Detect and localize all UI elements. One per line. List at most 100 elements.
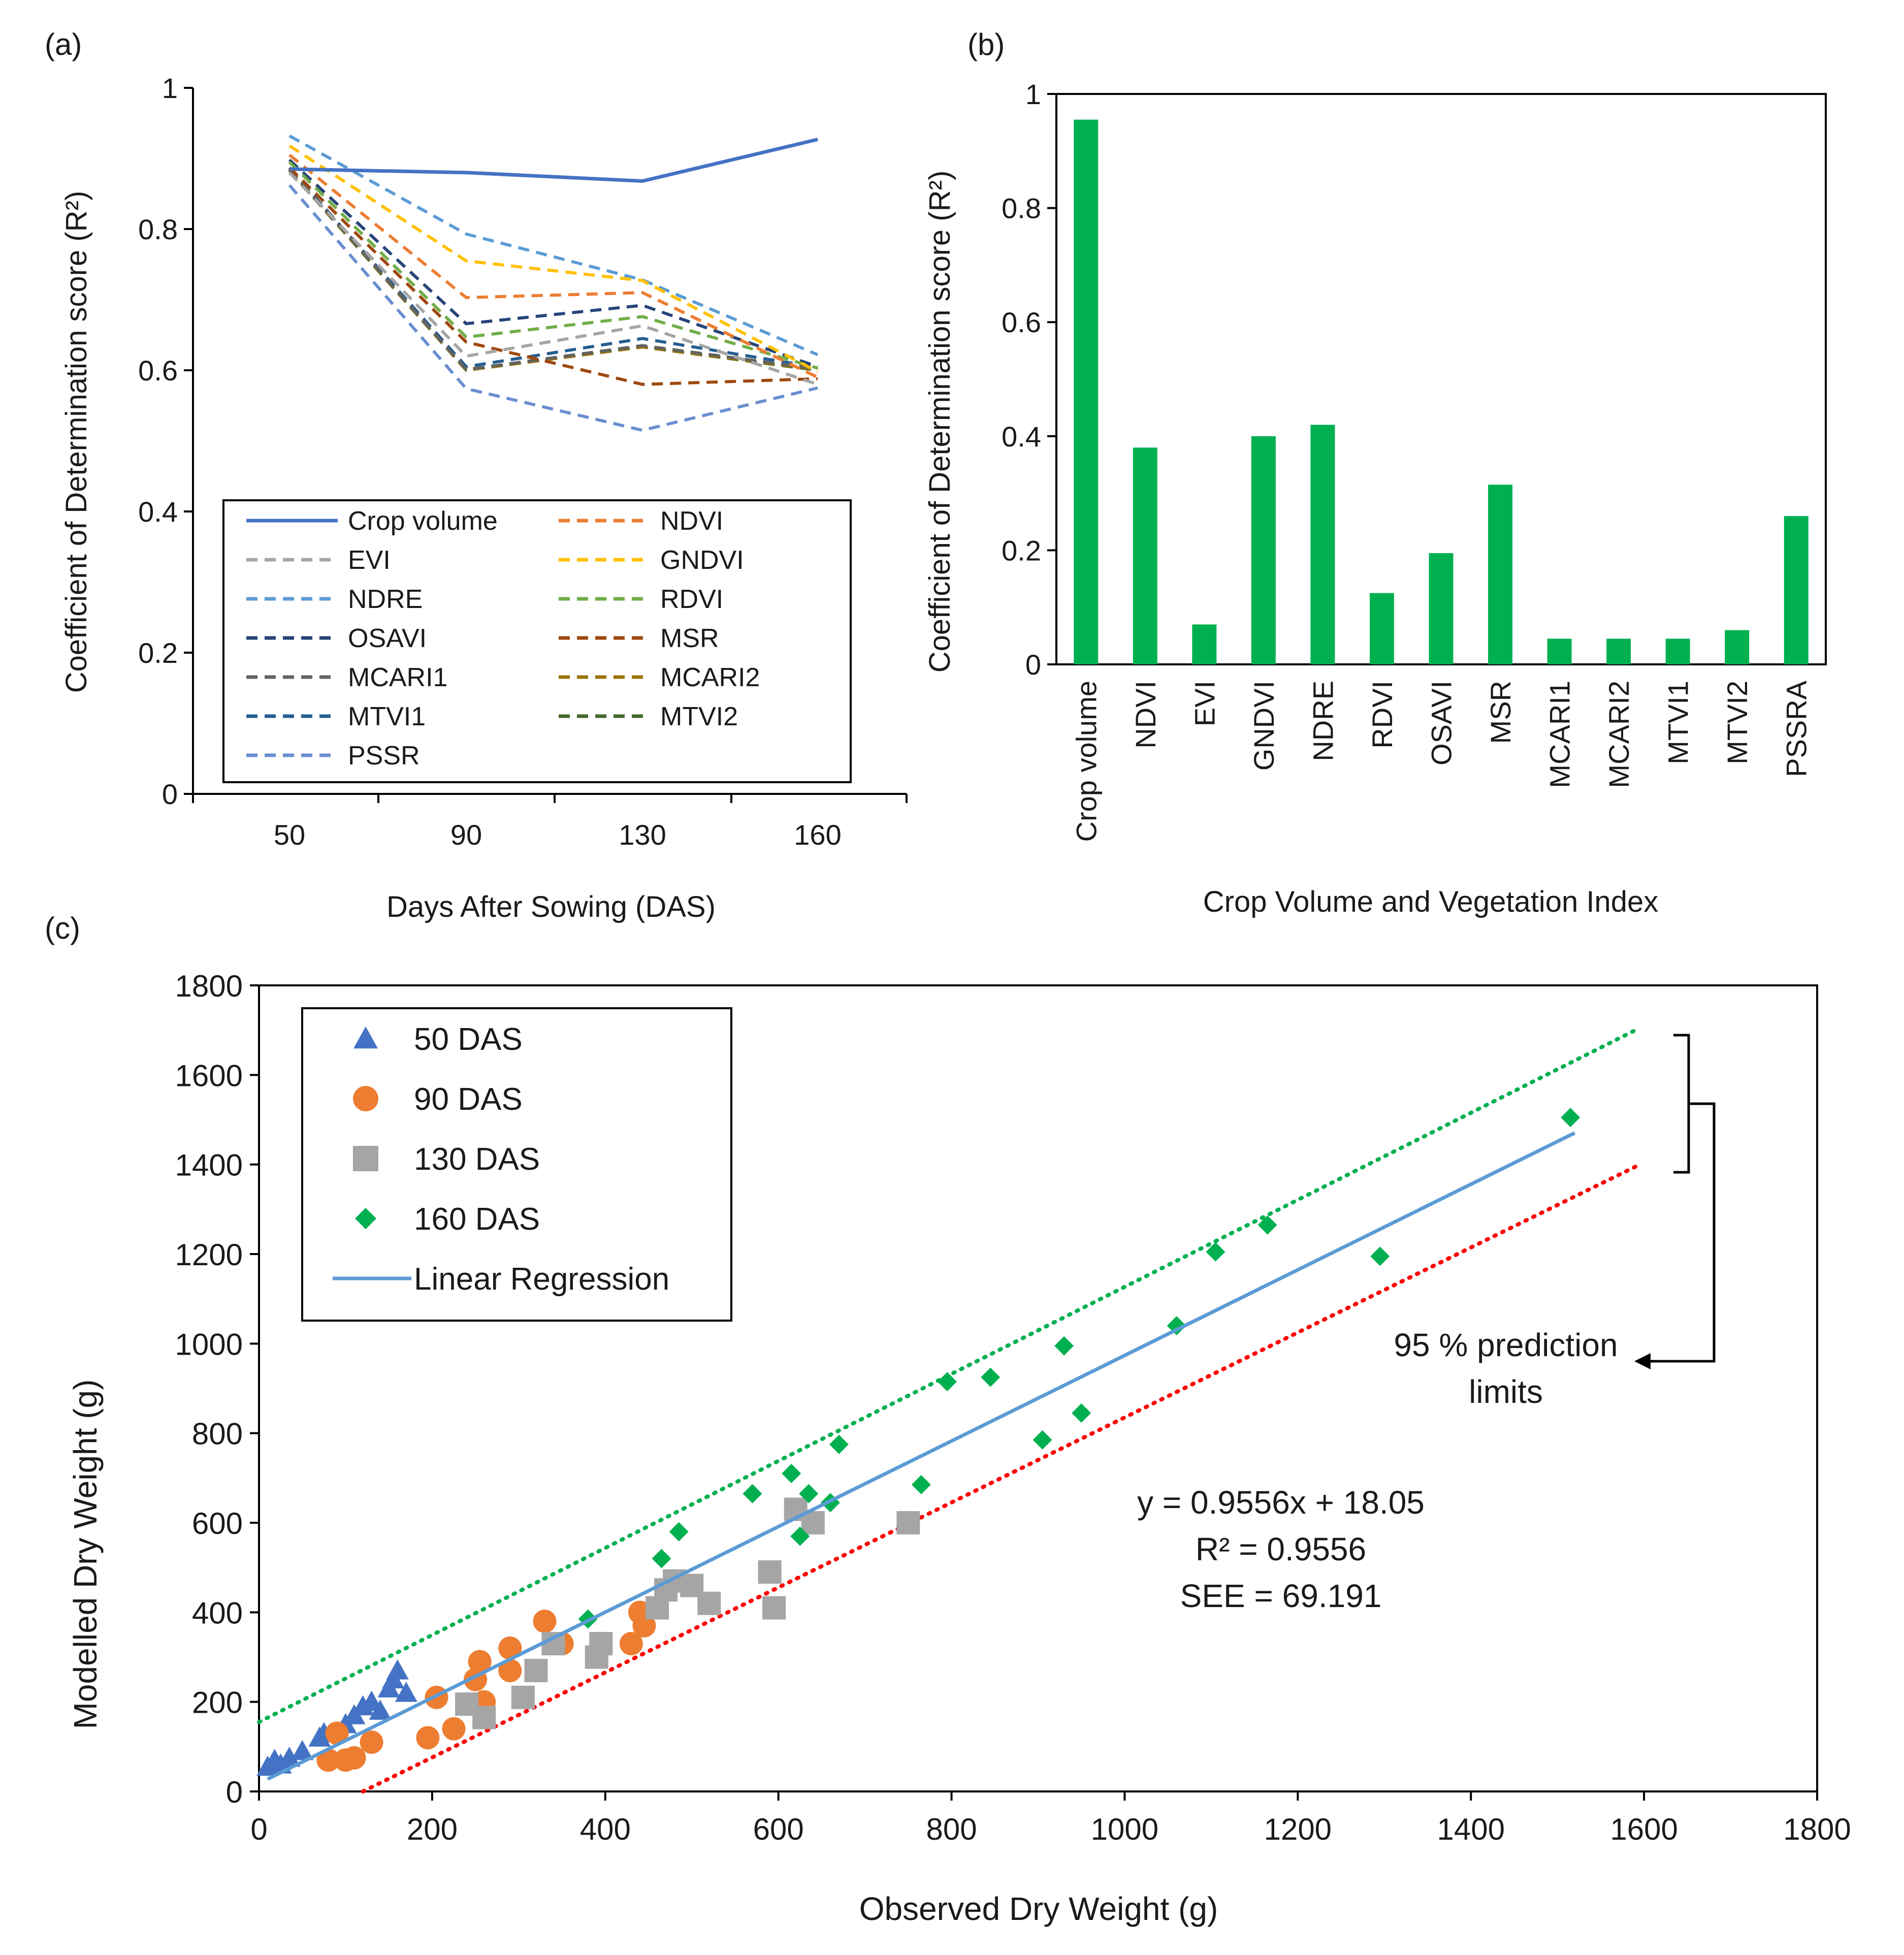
regression-equation: y = 0.9556x + 18.05 <box>1137 1484 1425 1521</box>
panel-c-y-axis-title: Modelled Dry Weight (g) <box>67 1380 104 1729</box>
legend-marker-50-das <box>353 1027 378 1049</box>
panel-c-x-tick-label: 1600 <box>1610 1812 1677 1846</box>
legend-label-msr: MSR <box>660 624 719 653</box>
point-130-das <box>589 1632 613 1656</box>
panel-c-y-tick-label: 400 <box>192 1596 243 1630</box>
panel-c-y-tick-label: 1200 <box>175 1238 243 1272</box>
category-label-pssra: PSSRA <box>1781 680 1813 777</box>
bar-pssra <box>1784 516 1809 664</box>
panel-b-y-tick-label: 0 <box>1025 649 1041 681</box>
category-label-msr: MSR <box>1485 681 1516 744</box>
point-50-das <box>369 1700 392 1720</box>
legend-label-ndre: NDRE <box>348 585 423 614</box>
point-160-das <box>829 1434 849 1454</box>
point-50-das <box>291 1740 314 1760</box>
series-line-msr <box>288 166 818 386</box>
series-line-crop-volume <box>289 138 818 183</box>
point-90-das <box>360 1730 383 1754</box>
bar-crop-volume <box>1074 119 1099 664</box>
legend-label-130-das: 130 DAS <box>414 1142 540 1177</box>
panel-b-bars <box>1074 119 1809 664</box>
point-90-das <box>316 1748 340 1772</box>
point-90-das <box>325 1721 349 1745</box>
panel-b-category-labels: Crop volume NDVI EVI GNDVI NDRE RDVI OSAVI MSR M… <box>1070 680 1812 842</box>
bar-mcari1 <box>1547 638 1572 664</box>
panel-b-y-axis-title: Coefficient of Determination score (R²) <box>923 171 956 673</box>
point-50-das <box>278 1746 301 1767</box>
point-160-das <box>1370 1246 1390 1266</box>
point-90-das <box>632 1614 656 1638</box>
point-50-das <box>386 1659 409 1680</box>
panel-a-legend <box>222 499 852 783</box>
legend-label-evi: EVI <box>348 546 391 575</box>
panel-c-regression <box>267 1131 1576 1781</box>
panel-a-y-tick-label: 0.6 <box>138 355 178 387</box>
point-160-das <box>782 1464 801 1484</box>
legend-label-pssr: PSSR <box>348 741 420 771</box>
category-label-mcari2: MCARI2 <box>1603 681 1635 788</box>
legend-marker-90-das <box>353 1086 378 1111</box>
panel-c-label: (c) <box>45 911 80 945</box>
bar-mtvi1 <box>1665 638 1690 664</box>
panel-a-y-tick-label: 1 <box>162 72 178 104</box>
panel-c-y-tick-label: 600 <box>192 1507 243 1541</box>
point-160-das <box>1032 1430 1052 1450</box>
legend-label-mtvi2: MTVI2 <box>660 702 738 731</box>
category-label-mcari1: MCARI1 <box>1544 681 1576 788</box>
series-line-ndvi <box>288 153 819 379</box>
panel-a-y-tick-label: 0 <box>162 778 178 810</box>
panel-c-y-tick-label: 1400 <box>175 1148 243 1182</box>
category-label-mtvi2: MTVI2 <box>1721 681 1753 764</box>
point-130-das <box>896 1511 920 1534</box>
panel-a-y-tick-label: 0.2 <box>138 637 178 669</box>
point-90-das <box>416 1726 440 1750</box>
legend-label-160-das: 160 DAS <box>414 1202 540 1237</box>
bar-mtvi2 <box>1725 630 1750 664</box>
bar-ndvi <box>1133 447 1157 664</box>
panel-b-label: (b) <box>967 27 1005 61</box>
legend-label-osavi: OSAVI <box>348 624 427 653</box>
bar-osavi <box>1429 553 1454 664</box>
point-160-das <box>669 1522 689 1542</box>
panel-a-y-axis-title: Coefficient of Determination score (R²) <box>60 191 93 693</box>
point-160-das <box>1206 1242 1225 1262</box>
panel-c-x-tick-label: 800 <box>926 1812 977 1846</box>
panel-b-y-tick-label: 0.2 <box>1002 534 1041 566</box>
series-line-pssr <box>288 184 818 432</box>
panel-c-x-axis-title: Observed Dry Weight (g) <box>859 1890 1218 1927</box>
point-130-das <box>762 1596 786 1620</box>
category-label-ndre: NDRE <box>1307 681 1339 761</box>
point-160-das <box>743 1484 762 1503</box>
panel-a-x-tick-label: 90 <box>450 819 482 851</box>
panel-a-x-tick-label: 130 <box>619 819 666 851</box>
point-160-das <box>1072 1403 1091 1423</box>
point-90-das <box>498 1658 522 1682</box>
panel-c-y-tick-label: 800 <box>192 1417 243 1451</box>
panel-a-x-tick-label: 160 <box>794 819 841 851</box>
panel-b-bar-chart: (b) 0 0.2 0.4 0.6 0.8 1 Crop volume NDVI EVI GND… <box>923 27 1827 918</box>
legend-label-crop-volume: Crop volume <box>348 506 498 536</box>
point-160-das <box>981 1367 1001 1387</box>
category-label-ndvi: NDVI <box>1130 681 1161 749</box>
bar-msr <box>1488 485 1513 664</box>
limits-annotation-line2: limits <box>1469 1373 1543 1410</box>
category-label-crop-volume: Crop volume <box>1070 681 1102 842</box>
point-130-das <box>758 1560 782 1584</box>
point-90-das <box>619 1632 643 1656</box>
panel-c-x-tick-label: 0 <box>250 1812 267 1846</box>
legend-label-linear-regression: Linear Regression <box>414 1262 669 1297</box>
panel-a-line-chart: (a) 0 0.2 0.4 0.6 0.8 1 50 90 130 160 Crop volume… <box>45 27 908 923</box>
limits-annotation-line1: 95 % prediction <box>1394 1327 1618 1363</box>
series-line-ndre <box>288 134 819 357</box>
panel-c-y-tick-label: 0 <box>226 1775 243 1809</box>
point-90-das <box>468 1650 492 1674</box>
panel-c-y-tick-label: 1600 <box>175 1059 243 1093</box>
panel-c-axes: 0 200 400 600 800 1000 1200 1400 1600 1800 0 200 400… <box>175 969 1851 1846</box>
panel-c-x-tick-label: 200 <box>407 1812 458 1846</box>
legend-label-gndvi: GNDVI <box>660 546 744 575</box>
panel-c-points <box>256 1108 1580 1776</box>
point-90-das <box>533 1609 557 1633</box>
point-130-das <box>524 1658 548 1682</box>
panel-a-x-tick-label: 50 <box>274 819 305 851</box>
panel-c-x-tick-label: 1000 <box>1091 1812 1158 1846</box>
